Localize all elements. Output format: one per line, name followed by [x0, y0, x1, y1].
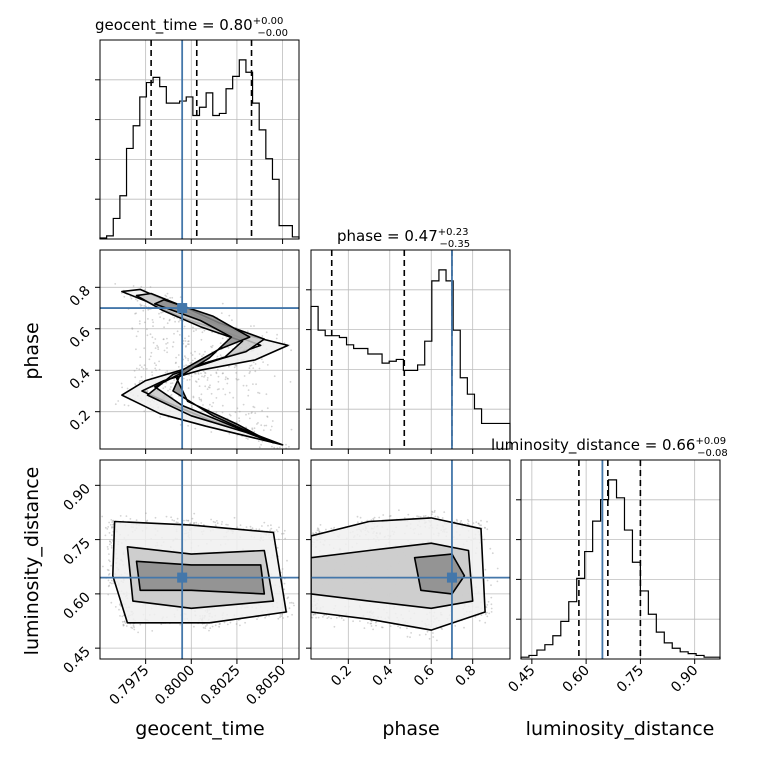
histogram-steps [99, 59, 300, 239]
histogram-steps [310, 269, 511, 449]
contour-level-3 [154, 298, 269, 442]
histogram-steps [520, 479, 721, 659]
hist-background [521, 460, 720, 659]
truth-marker [177, 572, 188, 583]
luminosity-distance-title: luminosity_distance = 0.66+0.09 −0.08 [491, 436, 728, 459]
panel-content [100, 460, 299, 659]
y-axis-label-phase: phase [21, 322, 43, 379]
panel-content [100, 250, 299, 449]
panel-content [311, 460, 510, 659]
phase-vs-luminosity-distance-contour: 0.2 0.4 0.6 0.8 [306, 459, 511, 690]
phase-title: phase = 0.47+0.23 −0.35 [337, 227, 470, 250]
panel-border [310, 459, 511, 660]
panel-border [99, 249, 300, 450]
truth-marker [446, 572, 457, 583]
hist-background [100, 40, 299, 239]
panel-border [99, 459, 300, 660]
x-axis-label-luminosity-distance: luminosity_distance [526, 718, 715, 740]
geocent-time-vs-phase-contour: 0.20.40.60.8 [67, 249, 300, 454]
luminosity-distance-histogram: 0.45 0.60 0.75 0.90 [505, 459, 721, 696]
x-axis-label-geocent-time: geocent_time [135, 718, 264, 740]
panel-border [99, 39, 300, 240]
hist-background [311, 250, 510, 449]
panel-border [520, 459, 721, 660]
phase-histogram [306, 249, 511, 454]
geocent-time-histogram [95, 39, 300, 244]
y-axis-label-luminosity-distance: luminosity_distance [21, 467, 43, 656]
truth-marker [177, 303, 188, 314]
geocent-time-title: geocent_time = 0.80+0.00 −0.00 [95, 16, 288, 39]
panel-border [310, 249, 511, 450]
x-axis-label-phase: phase [382, 718, 439, 740]
